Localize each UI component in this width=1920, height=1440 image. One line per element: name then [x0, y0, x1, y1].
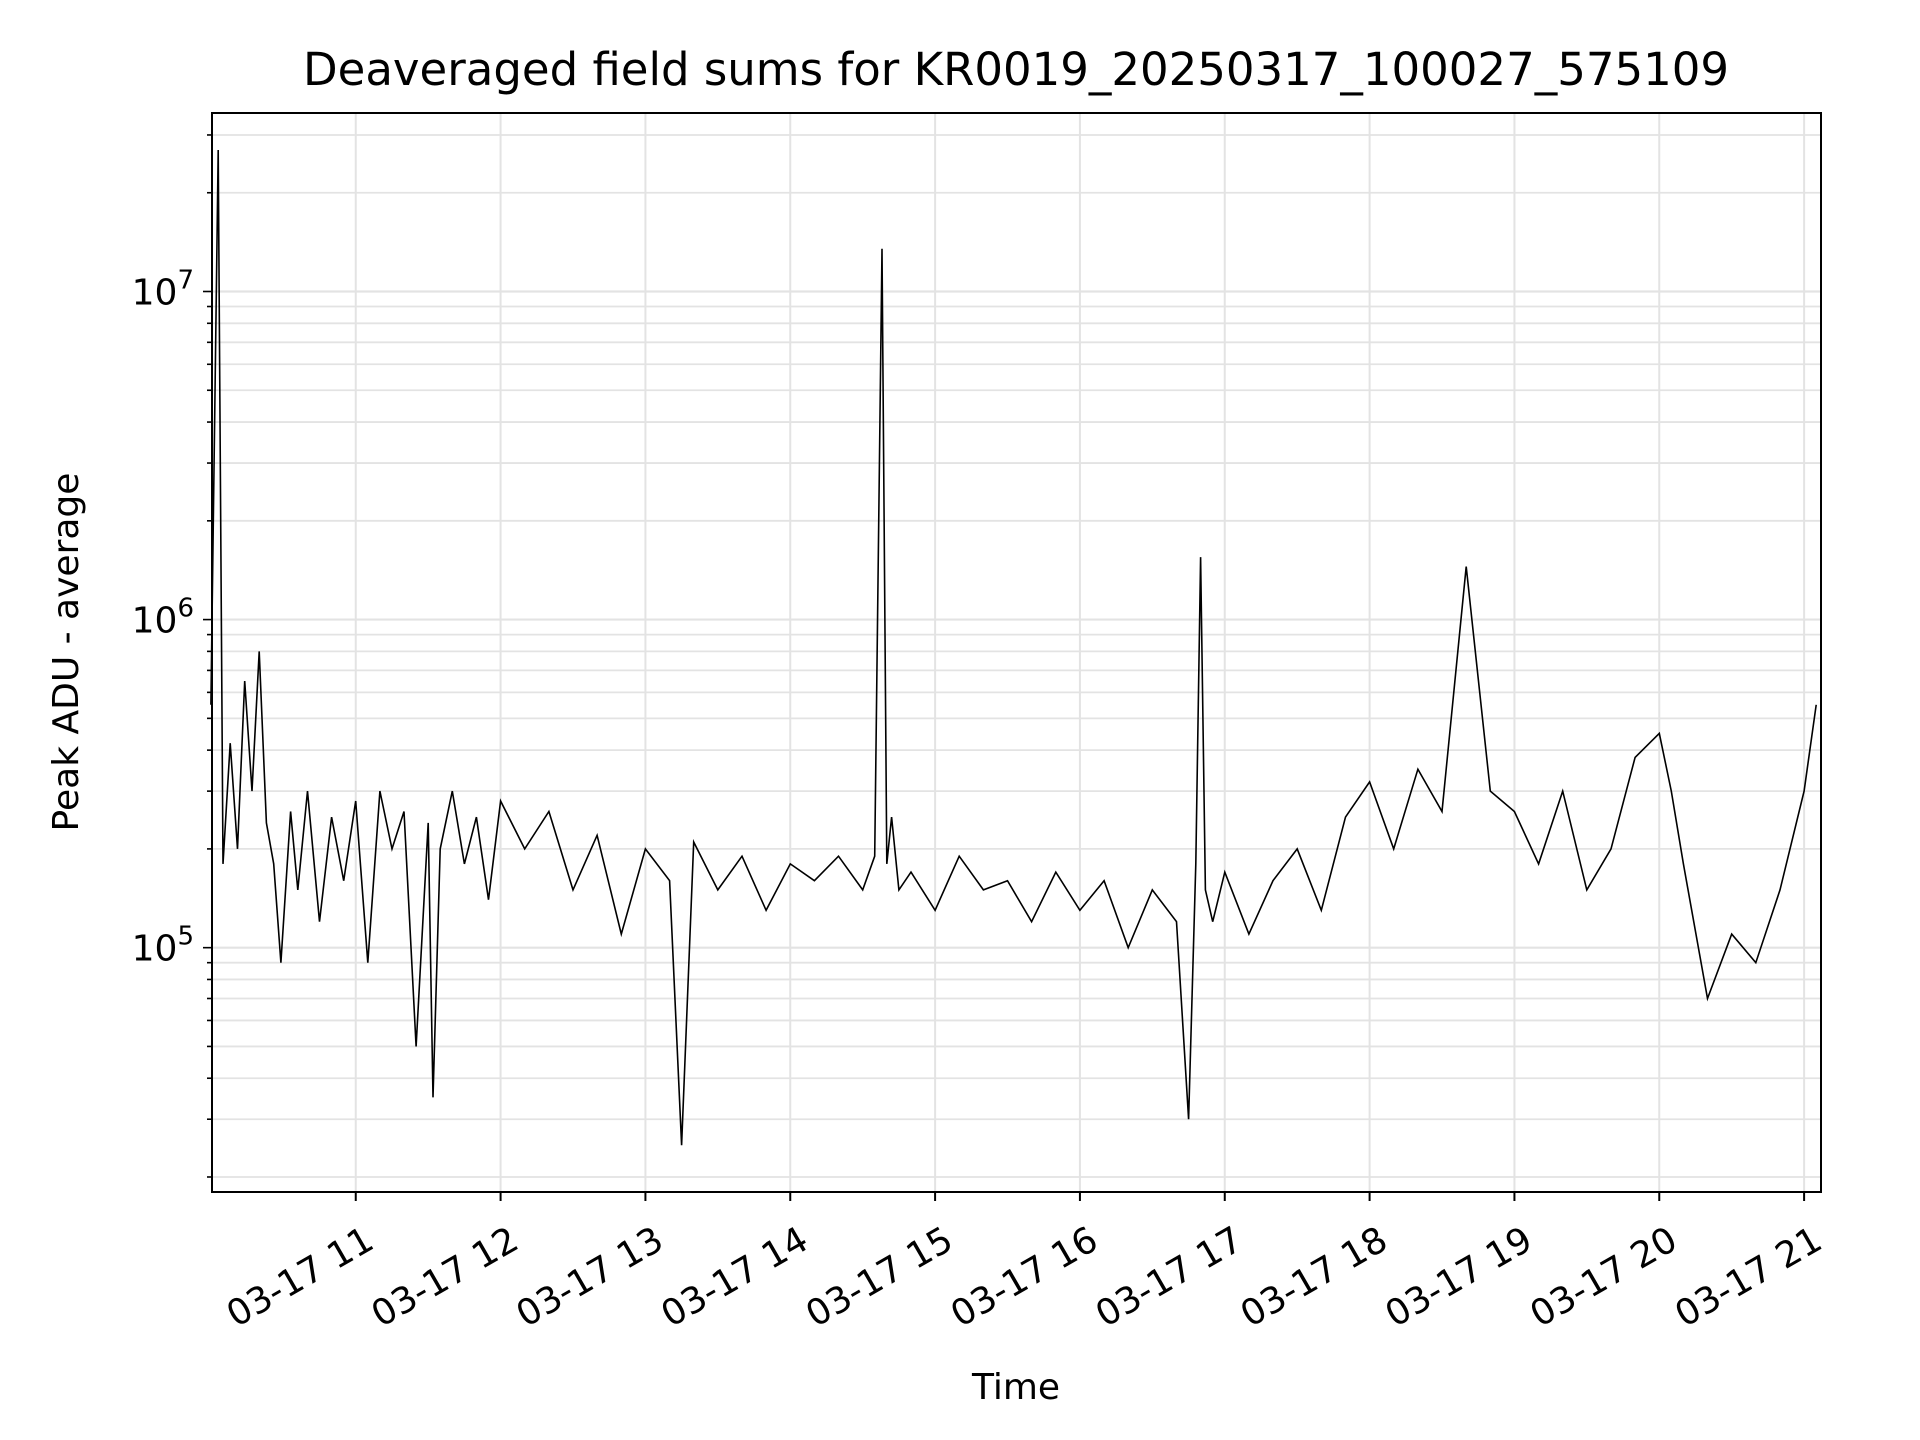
x-tick-label: 03-17 16 [944, 1219, 1105, 1335]
x-tick-label: 03-17 18 [1234, 1219, 1395, 1335]
x-tick-label: 03-17 17 [1089, 1219, 1250, 1335]
y-axis-label: Peak ADU - average [46, 473, 87, 832]
plot-frame [211, 112, 1822, 1193]
x-tick-label: 03-17 14 [654, 1219, 815, 1335]
x-tick-label: 03-17 21 [1668, 1219, 1829, 1335]
chart-title: Deaveraged field sums for KR0019_2025031… [303, 43, 1729, 96]
y-tick-label: 105 [132, 922, 194, 970]
x-tick-label: 03-17 15 [799, 1219, 960, 1335]
y-tick-label: 106 [132, 594, 194, 642]
grid-lines [212, 113, 1821, 1192]
x-tick-label: 03-17 13 [510, 1219, 671, 1335]
y-ticks: 105 106 107 [132, 134, 212, 1178]
x-tick-label: 03-17 19 [1379, 1219, 1540, 1335]
series-line [210, 149, 1817, 1146]
x-axis-label: Time [971, 1367, 1060, 1408]
y-tick-label: 107 [132, 265, 194, 313]
x-tick-label: 03-17 11 [220, 1219, 381, 1335]
x-tick-label: 03-17 20 [1523, 1219, 1684, 1335]
series-line-group [210, 149, 1817, 1146]
x-tick-label: 03-17 12 [365, 1219, 526, 1335]
